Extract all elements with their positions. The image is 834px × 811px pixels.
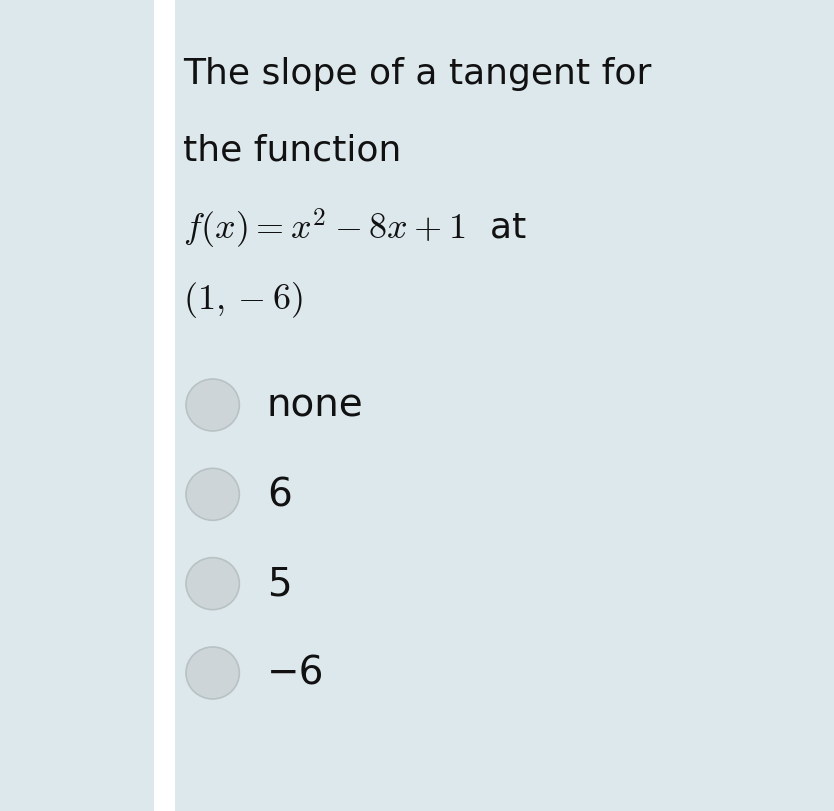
Circle shape	[186, 647, 239, 699]
Text: none: none	[267, 387, 364, 424]
Text: $f(x) = x^2 - 8x + 1$  at: $f(x) = x^2 - 8x + 1$ at	[183, 207, 527, 251]
Text: $(1,-6)$: $(1,-6)$	[183, 280, 304, 320]
FancyBboxPatch shape	[154, 0, 175, 811]
Text: 6: 6	[267, 476, 292, 513]
Circle shape	[186, 558, 239, 610]
Circle shape	[186, 380, 239, 431]
Text: The slope of a tangent for: The slope of a tangent for	[183, 57, 652, 91]
Circle shape	[186, 469, 239, 521]
Text: 5: 5	[267, 565, 292, 603]
Text: −6: −6	[267, 654, 324, 692]
Text: the function: the function	[183, 134, 402, 168]
